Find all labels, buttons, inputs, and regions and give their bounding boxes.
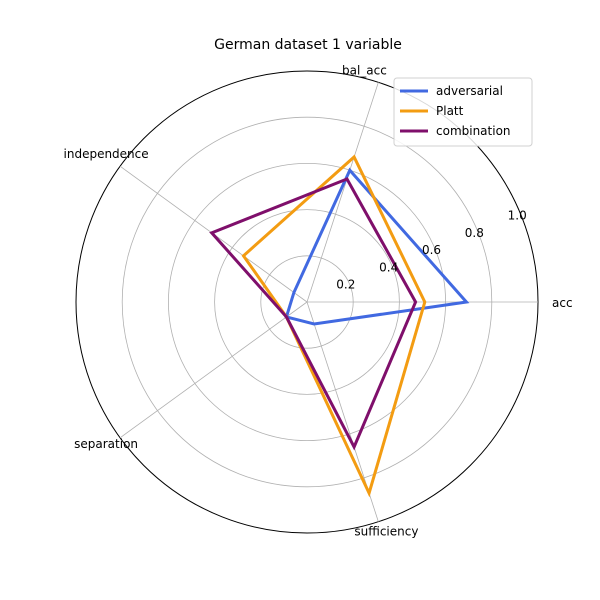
radial-tick-labels: 0.2 0.4 0.6 0.8 1.0: [336, 209, 526, 292]
legend-entry-Platt: Platt: [436, 104, 464, 118]
axis-labels: acc bal_acc independence separation sufficie…: [64, 63, 573, 538]
chart-title: German dataset 1 variable: [214, 37, 402, 53]
r-tick-label: 0.4: [379, 260, 398, 274]
r-tick-label: 0.2: [336, 278, 355, 292]
series-line-Platt: [241, 154, 427, 498]
series-layer: [209, 154, 470, 498]
axis-label-bal_acc: bal_acc: [342, 63, 387, 77]
axis-label-sufficiency: sufficiency: [354, 525, 418, 539]
legend-entry-adversarial: adversarial: [436, 84, 503, 98]
axis-label-independence: independence: [64, 147, 149, 161]
series-line-combination: [209, 177, 418, 451]
axis-spokes: [119, 82, 538, 522]
legend: adversarial Platt combination: [393, 77, 533, 147]
series-line-adversarial: [284, 167, 470, 326]
r-tick-label: 0.6: [422, 243, 441, 257]
spoke-bal_acc: [306, 82, 379, 303]
axis-label-acc: acc: [552, 296, 573, 310]
axis-label-separation: separation: [74, 437, 138, 451]
r-tick-label: 0.8: [465, 226, 484, 240]
spoke-separation: [119, 301, 308, 439]
legend-box: [393, 77, 533, 147]
legend-entry-combination: combination: [436, 124, 511, 138]
r-tick-label: 1.0: [508, 209, 527, 223]
